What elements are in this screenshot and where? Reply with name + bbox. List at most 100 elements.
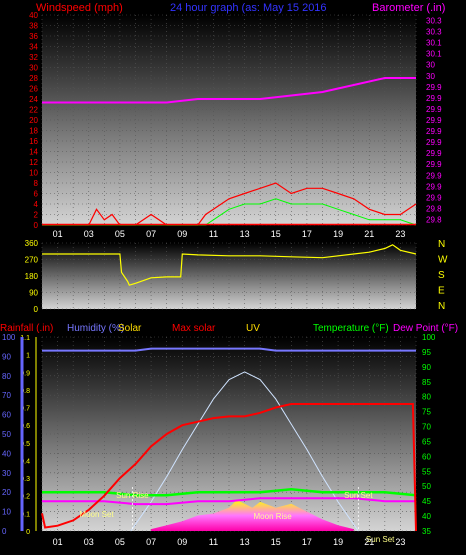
direction-line [42,244,417,286]
wind-series [42,77,417,226]
rain-y-tick-label: 0.4 [20,458,30,465]
astro-annotation: Moon Set [79,510,114,519]
x-tick-label: 15 [271,537,281,547]
barometer-y-tick-label: 29.8 [426,204,442,213]
direction-series [42,244,417,286]
astro-annotation: Sun Set [366,535,395,544]
humidity-y-tick-label: 90 [2,352,11,361]
barometer-y-tick-label: 29.9 [426,182,442,191]
x-tick-label: 03 [84,537,94,547]
x-tick-label: 11 [209,229,218,239]
rain-y-tick-label: 1.1 [20,335,30,342]
wind-average-line [42,198,417,226]
wind-y-tick-label: 4 [34,200,39,209]
wind-y-tick-label: 32 [29,53,38,62]
x-tick-label: 03 [84,229,94,239]
x-tick-label: 21 [364,537,374,547]
rain-y-tick-label: 0.3 [20,476,30,483]
wind-y-tick-label: 24 [29,95,38,104]
barometer-y-tick-label: 29.9 [426,94,442,103]
wind-y-tick-label: 28 [29,74,38,83]
wind-y-tick-label: 40 [29,11,38,20]
humidity-y-tick-label: 80 [2,372,11,381]
x-tick-label: 23 [395,537,405,547]
wind-y-tick-label: 8 [34,179,39,188]
wind-axis-title: Windspeed (mph) [36,2,123,14]
temperature-y-tick-label: 35 [422,527,431,536]
humidity-line [42,347,416,352]
barometer-y-ticks: 29.8 29.8 29.9 29.9 29.9 29.9 29.9 29.9 29.9 29.9… [426,17,442,225]
direction-y-tick-label: 180 [25,272,39,281]
compass-label: N [438,239,445,250]
x-tick-label: 07 [146,537,156,547]
wind-y-tick-label: 22 [29,106,38,115]
rain-y-tick-label: 0.7 [20,406,30,413]
rain-y-tick-label: 0.8 [20,388,30,395]
barometer-y-tick-label: 29.8 [426,215,442,224]
legend-entry: Rainfall (.in) [0,323,53,334]
rain-y-tick-label: 0.2 [20,494,30,501]
legend-entry: UV [246,323,260,334]
direction-y-ticks: 0 90 180 270 360 [25,239,39,314]
x-tick-label: 01 [53,537,63,547]
wind-line [42,182,417,226]
x-tick-label: 19 [333,229,343,239]
barometer-y-tick-label: 29.9 [426,116,442,125]
humidity-y-tick-label: 20 [2,488,11,497]
x-tick-label: 11 [209,537,218,547]
bottom-legend: Rainfall (.in) Humidity (%)Solar Max solar… [0,323,458,334]
temperature-y-tick-label: 65 [422,437,431,446]
barometer-y-tick-label: 29.9 [426,83,442,92]
barometer-y-tick-label: 30.1 [426,50,442,59]
temperature-y-tick-label: 75 [422,408,431,417]
x-tick-label: 15 [271,229,281,239]
wind-y-tick-label: 34 [29,43,38,52]
legend-entry: Solar [118,323,142,334]
humidity-y-tick-label: 30 [2,469,11,478]
x-tick-label: 19 [333,537,343,547]
wind-y-tick-label: 20 [29,116,38,125]
x-tick-label: 01 [53,229,63,239]
legend-entry: Max solar [172,323,216,334]
wind-grid [41,14,417,226]
x-tick-label: 05 [115,537,125,547]
barometer-line [42,77,416,104]
temperature-y-tick-label: 100 [422,333,436,342]
barometer-y-tick-label: 29.9 [426,138,442,147]
temperature-y-tick-label: 85 [422,378,431,387]
compass-label: E [438,286,445,297]
x-tick-label: 21 [364,229,374,239]
climate-grid [41,336,417,532]
x-tick-label: 09 [177,537,187,547]
barometer-axis-title: Barometer (.in) [372,2,445,14]
temperature-y-tick-label: 80 [422,393,431,402]
barometer-y-tick-label: 30.3 [426,28,442,37]
compass-label: S [438,270,445,281]
direction-y-tick-label: 0 [34,305,39,314]
wind-y-tick-label: 30 [29,64,38,73]
wind-y-tick-label: 38 [29,22,38,31]
temperature-y-tick-label: 40 [422,512,431,521]
max-solar-line [130,371,359,532]
humidity-y-tick-label: 60 [2,411,11,420]
x-tick-label: 17 [302,229,312,239]
solar-area [151,500,354,531]
legend-entry: Dew Point (°F) [393,323,458,334]
x-tick-label: 05 [115,229,125,239]
humidity-y-tick-label: 0 [2,527,7,536]
x-tick-label: 23 [395,229,405,239]
barometer-y-tick-label: 29.9 [426,127,442,136]
dewpoint-line [42,497,416,506]
rain-y-tick-label: 0.6 [20,423,30,430]
barometer-y-tick-label: 30 [426,72,435,81]
wind-y-tick-label: 18 [29,127,38,136]
barometer-y-tick-label: 30.3 [426,17,442,26]
x-tick-label: 07 [146,229,156,239]
rain-y-tick-label: 1 [26,353,30,360]
humidity-y-tick-label: 40 [2,449,11,458]
temperature-y-tick-label: 90 [422,363,431,372]
humidity-y-tick-label: 10 [2,508,11,517]
wind-y-tick-label: 10 [29,169,38,178]
